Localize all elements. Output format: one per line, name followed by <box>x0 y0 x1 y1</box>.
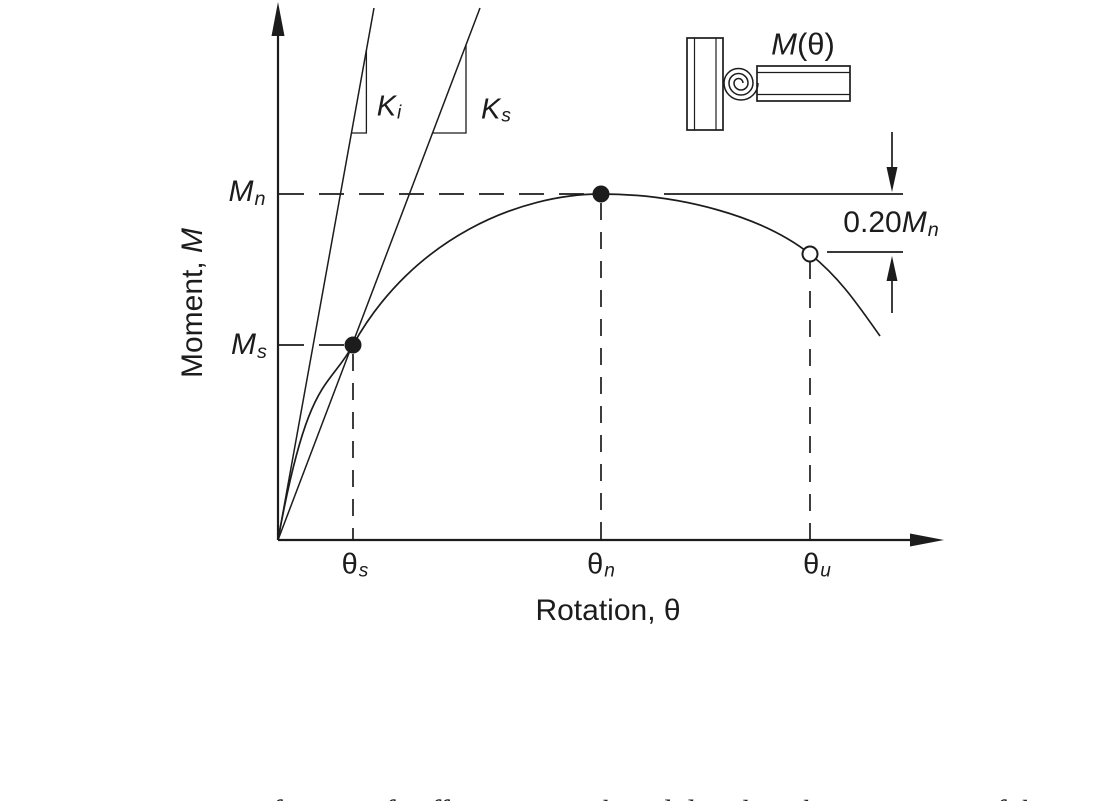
ks-slope-line <box>277 7 481 541</box>
label-drop-dimension: 0.20Mn <box>843 206 939 241</box>
label-ks-sub: s <box>501 105 511 127</box>
x-axis-label: Rotation, θ <box>535 596 680 626</box>
label-moment-function-rest: (θ) <box>796 26 835 62</box>
label-ks: Ks <box>481 93 511 127</box>
x-axis-label-text: Rotation, θ <box>535 594 681 627</box>
ki-slope-line <box>277 7 375 541</box>
dimension-down-arrowhead-icon <box>886 167 898 192</box>
label-ki-sub: i <box>397 102 402 124</box>
label-ms: Ms <box>231 328 267 363</box>
label-theta-u-base: θ <box>803 548 820 581</box>
theta-u-point-marker <box>801 245 819 263</box>
beam-symbol <box>756 65 851 102</box>
label-theta-u: θu <box>803 548 831 582</box>
figure-caption: Fig. C-B3.2. Definition of stiffness, st… <box>0 703 1113 801</box>
y-axis-label-var: M <box>176 227 209 253</box>
label-mn: Mn <box>228 175 266 210</box>
label-drop-sub: n <box>927 218 939 241</box>
label-theta-n-sub: n <box>604 560 615 582</box>
label-drop-prefix: 0.20 <box>843 206 902 239</box>
label-ms-base: M <box>231 328 257 361</box>
label-theta-n: θn <box>587 548 615 582</box>
caption-line-1: Fig. C-B3.2. Definition of stiffness, st… <box>0 789 1113 801</box>
x-axis-arrowhead-icon <box>910 533 944 547</box>
label-ki: Ki <box>376 90 402 124</box>
dimension-up-arrowhead-icon <box>886 256 898 281</box>
label-ms-sub: s <box>257 340 267 363</box>
ks-slope-triangle <box>432 45 467 134</box>
y-axis-label-text: Moment, <box>176 252 209 379</box>
label-theta-u-sub: u <box>820 560 831 582</box>
label-theta-s-sub: s <box>358 560 369 582</box>
y-axis-label: Moment, M <box>176 227 209 379</box>
label-moment-function-base: M <box>771 26 797 62</box>
label-drop-base: M <box>901 206 927 239</box>
ms-point-marker <box>344 336 362 354</box>
spring-spiral-icon <box>723 67 759 101</box>
label-theta-n-base: θ <box>587 548 604 581</box>
ki-slope-triangle <box>351 50 368 134</box>
label-mn-base: M <box>228 175 254 208</box>
response-curve <box>277 193 881 541</box>
label-theta-s: θs <box>341 548 369 582</box>
label-moment-function: M(θ) <box>771 29 835 60</box>
label-mn-sub: n <box>254 187 266 210</box>
mn-point-marker <box>592 185 610 203</box>
connection-symbol <box>686 37 851 131</box>
column-symbol <box>686 37 724 131</box>
label-ks-base: K <box>481 93 501 126</box>
label-theta-s-base: θ <box>341 548 358 581</box>
y-axis-arrowhead-icon <box>271 2 285 36</box>
label-ki-base: K <box>376 90 397 123</box>
moment-rotation-diagram <box>271 2 944 547</box>
